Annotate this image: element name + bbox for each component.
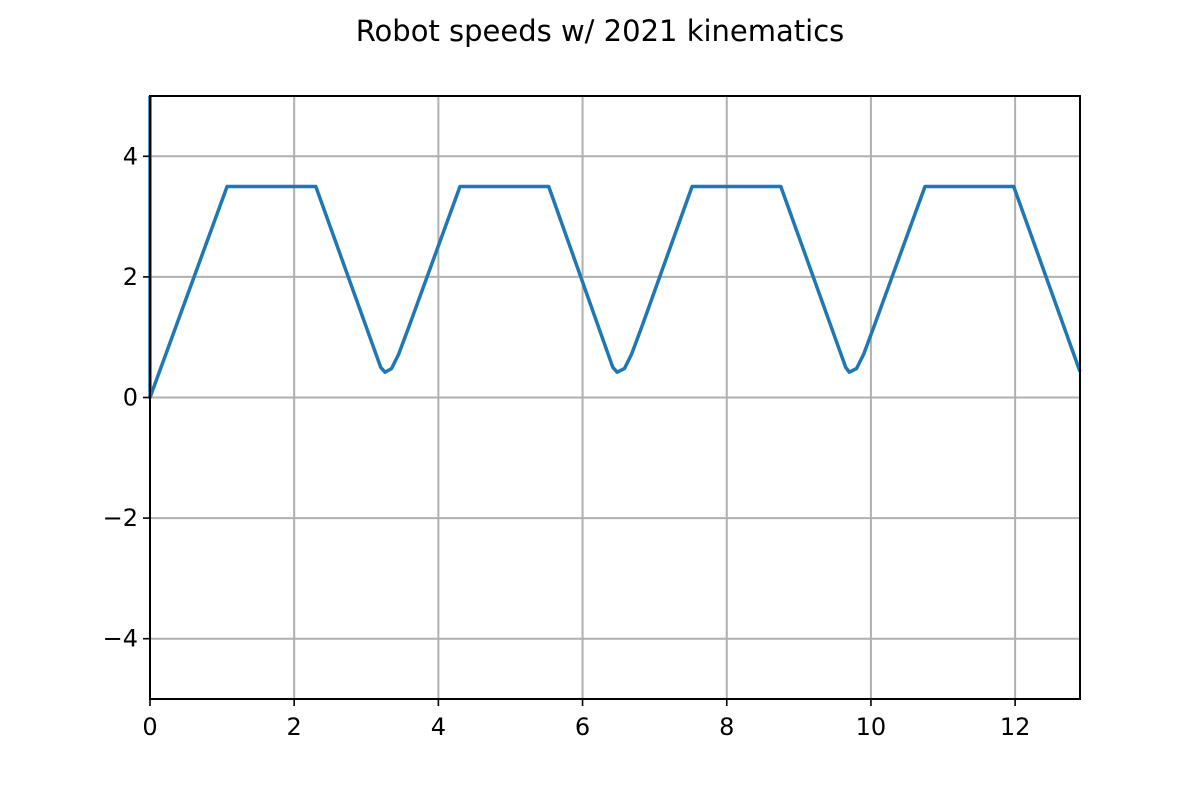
chart-title: Robot speeds w/ 2021 kinematics (356, 14, 845, 48)
series-layer (148, 96, 1082, 400)
x-tick-label: 12 (1000, 713, 1031, 741)
grid (149, 96, 1080, 699)
y-tick-label: −2 (103, 504, 138, 532)
x-tick-label: 6 (575, 713, 590, 741)
y-tick-label: 2 (123, 263, 138, 291)
x-axis: 0 2 4 6 8 10 12 (142, 699, 1030, 741)
x-tick-label: 0 (142, 713, 157, 741)
y-tick-label: −4 (103, 625, 138, 653)
y-axis: −4 −2 0 2 4 (103, 142, 150, 653)
x-tick-label: 10 (856, 713, 887, 741)
x-tick-label: 4 (431, 713, 446, 741)
series-line-0 (148, 96, 1082, 400)
x-tick-label: 2 (287, 713, 302, 741)
x-tick-label: 8 (719, 713, 734, 741)
y-tick-label: 0 (123, 384, 138, 412)
y-tick-label: 4 (123, 142, 138, 170)
